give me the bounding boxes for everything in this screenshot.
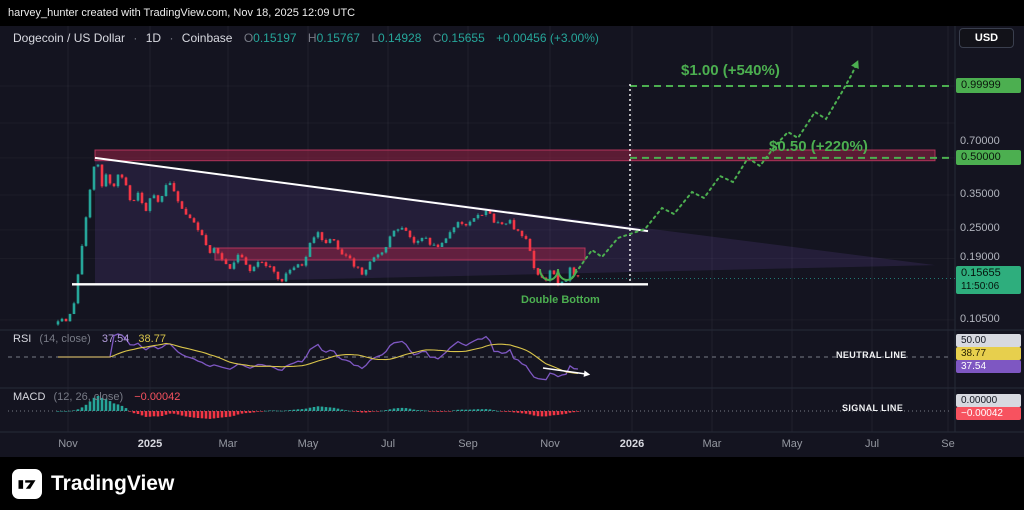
- footer-bar: TradingView: [0, 457, 1024, 510]
- price-level: 0.35000: [960, 188, 1000, 200]
- low-label: L: [371, 31, 378, 45]
- macd-name: MACD: [13, 391, 46, 403]
- price-level-badge: 0.50000: [956, 150, 1021, 165]
- symbol-name: Dogecoin / US Dollar: [13, 31, 126, 45]
- price-level: 0.25000: [960, 222, 1000, 234]
- separator: ·: [169, 31, 174, 45]
- time-label: Nov: [540, 438, 560, 450]
- change-value: +0.00456 (+3.00%): [496, 31, 599, 45]
- exchange-label: Coinbase: [181, 31, 233, 45]
- neutral-line-label[interactable]: NEUTRAL LINE: [836, 350, 907, 360]
- low-value: 0.14928: [378, 31, 422, 45]
- double-bottom-label[interactable]: Double Bottom: [521, 294, 600, 306]
- macd-zero-badge: 0.00000: [956, 394, 1021, 407]
- time-label: Jul: [380, 438, 396, 450]
- time-axis[interactable]: Nov 2025 Mar May Jul Sep Nov 2026 Mar Ma…: [0, 433, 1024, 457]
- time-label: Mar: [218, 438, 238, 450]
- tradingview-logo-icon[interactable]: [12, 468, 42, 499]
- high-value: 0.15767: [316, 31, 360, 45]
- rsi-legend[interactable]: RSI (14, close) 37.54 38.77: [13, 333, 166, 345]
- time-label: Jul: [864, 438, 880, 450]
- price-target-label-1[interactable]: $1.00 (+540%): [681, 62, 780, 79]
- currency-button[interactable]: USD: [959, 28, 1014, 48]
- separator: ·: [133, 31, 138, 45]
- time-label: Nov: [58, 438, 78, 450]
- rsi-scale-badge: 50.00: [956, 334, 1021, 347]
- time-label: Se: [941, 438, 955, 450]
- close-value: 0.15655: [441, 31, 485, 45]
- time-label: Sep: [458, 438, 478, 450]
- tradingview-wordmark[interactable]: TradingView: [51, 471, 175, 495]
- attribution-bar: harvey_hunter created with TradingView.c…: [0, 0, 1024, 26]
- attribution-text: harvey_hunter created with TradingView.c…: [8, 7, 356, 19]
- time-label: Mar: [702, 438, 722, 450]
- rsi-ma-value: 38.77: [138, 333, 166, 345]
- close-label: C: [432, 31, 442, 45]
- macd-params: (12, 26, close): [53, 391, 124, 403]
- rsi-params: (14, close): [39, 333, 91, 345]
- time-label-year: 2026: [619, 438, 645, 450]
- time-label-year: 2025: [137, 438, 163, 450]
- open-label: O: [243, 31, 254, 45]
- symbol-legend[interactable]: Dogecoin / US Dollar · 1D · Coinbase O0.…: [13, 31, 599, 45]
- price-level-badge: 0.99999: [956, 78, 1021, 93]
- macd-value: −0.00042: [134, 391, 181, 403]
- bar-countdown: 11:50:06: [961, 281, 1000, 292]
- price-level: 0.19000: [960, 251, 1000, 263]
- high-label: H: [307, 31, 317, 45]
- current-price-value: 0.15655: [961, 267, 1001, 279]
- time-label: May: [781, 438, 803, 450]
- signal-line-label[interactable]: SIGNAL LINE: [842, 403, 904, 413]
- macd-value-badge: −0.00042: [956, 407, 1021, 420]
- rsi-value-badge: 37.54: [956, 360, 1021, 373]
- rsi-value: 37.54: [101, 333, 130, 345]
- price-level: 0.10500: [960, 313, 1000, 325]
- price-target-label-2[interactable]: $0.50 (+220%): [769, 138, 868, 155]
- rsi-name: RSI: [13, 333, 32, 345]
- macd-legend[interactable]: MACD (12, 26, close) −0.00042: [13, 391, 180, 403]
- price-scale[interactable]: 0.99999 0.70000 0.50000 0.35000 0.25000 …: [955, 26, 1024, 432]
- time-label: May: [297, 438, 319, 450]
- open-value: 0.15197: [253, 31, 297, 45]
- interval-label: 1D: [145, 31, 162, 45]
- rsi-ma-badge: 38.77: [956, 347, 1021, 360]
- current-price-badge: 0.15655 11:50:06: [956, 266, 1021, 294]
- price-level: 0.70000: [960, 135, 1000, 147]
